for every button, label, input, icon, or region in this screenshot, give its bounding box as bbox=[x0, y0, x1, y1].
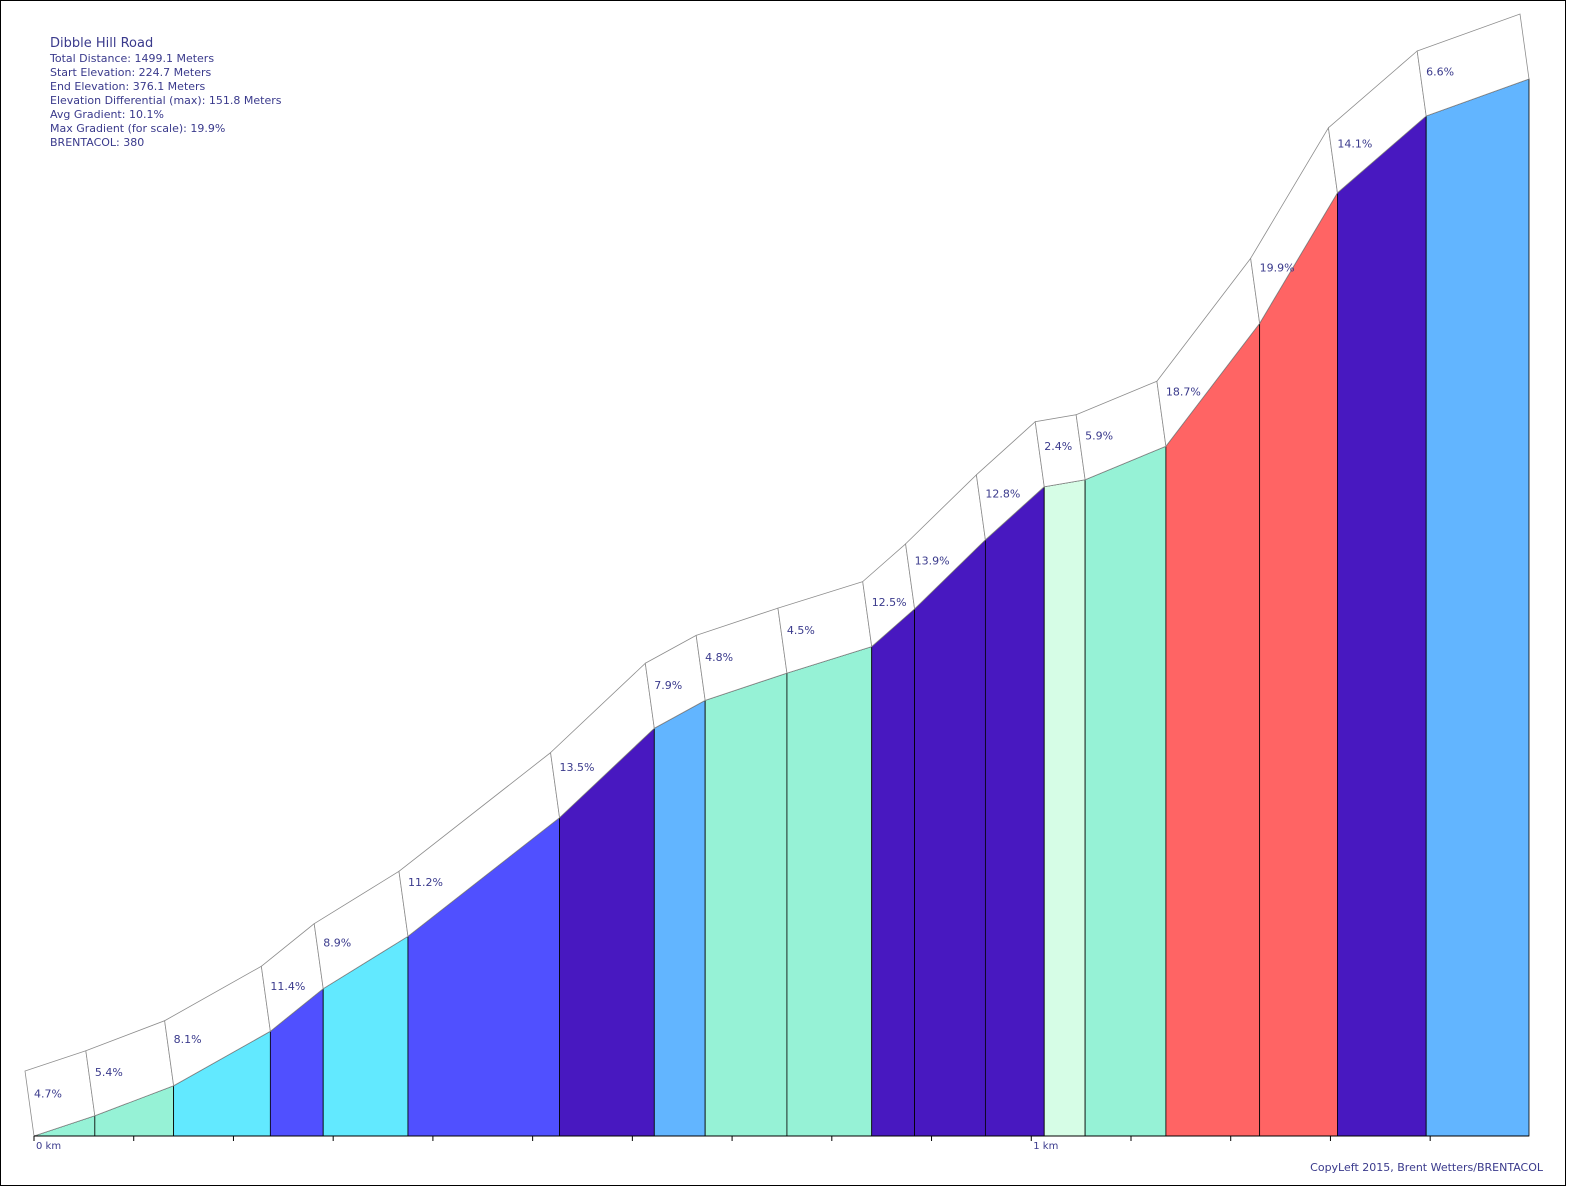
copyleft-credit: CopyLeft 2015, Brent Wetters/BRENTACOL bbox=[1310, 1161, 1543, 1174]
total-distance: Total Distance: 1499.1 Meters bbox=[50, 52, 215, 65]
gradient-label: 11.2% bbox=[408, 876, 443, 889]
gradient-band bbox=[914, 538, 986, 1137]
elevation-differential: Elevation Differential (max): 151.8 Mete… bbox=[50, 94, 282, 107]
gradient-band bbox=[1337, 115, 1427, 1137]
max-gradient: Max Gradient (for scale): 19.9% bbox=[50, 122, 226, 135]
gradient-label: 2.4% bbox=[1044, 440, 1072, 453]
start-elevation: Start Elevation: 224.7 Meters bbox=[50, 66, 212, 79]
gradient-band bbox=[1425, 78, 1530, 1137]
route-info: Dibble Hill Road Total Distance: 1499.1 … bbox=[50, 36, 281, 150]
gradient-band bbox=[786, 646, 873, 1137]
gradient-label: 8.9% bbox=[323, 936, 351, 949]
gradient-label: 19.9% bbox=[1260, 262, 1295, 275]
gradient-label: 12.5% bbox=[872, 596, 907, 609]
avg-gradient: Avg Gradient: 10.1% bbox=[50, 108, 164, 121]
gradient-label: 8.1% bbox=[174, 1033, 202, 1046]
route-title: Dibble Hill Road bbox=[50, 36, 154, 51]
gradient-label: 12.8% bbox=[985, 487, 1020, 500]
gradient-label: 13.5% bbox=[560, 761, 595, 774]
gradient-label: 4.7% bbox=[34, 1088, 62, 1101]
distance-axis: 0 km 1 km bbox=[33, 1135, 1529, 1152]
gradient-label: 4.5% bbox=[787, 624, 815, 637]
gradient-label: 11.4% bbox=[270, 980, 305, 993]
gradient-label: 7.9% bbox=[654, 679, 682, 692]
gradient-label: 6.6% bbox=[1426, 66, 1454, 79]
gradient-band bbox=[1259, 191, 1338, 1137]
gradient-label: 14.1% bbox=[1337, 138, 1372, 151]
gradient-band bbox=[871, 608, 915, 1137]
gradient-band bbox=[1084, 445, 1167, 1137]
brentacol-score: BRENTACOL: 380 bbox=[50, 136, 145, 149]
gradient-label: 18.7% bbox=[1166, 385, 1201, 398]
gradient-band bbox=[653, 699, 706, 1137]
gradient-label: 5.9% bbox=[1085, 430, 1113, 443]
end-elevation: End Elevation: 376.1 Meters bbox=[50, 80, 206, 93]
axis-tick-label: 0 km bbox=[36, 1141, 61, 1152]
axis-tick-label: 1 km bbox=[1033, 1141, 1058, 1152]
gradient-label-box bbox=[1416, 13, 1530, 117]
gradient-bands bbox=[33, 78, 1530, 1137]
gradient-label: 13.9% bbox=[915, 555, 950, 568]
gradient-label: 4.8% bbox=[705, 651, 733, 664]
gradient-band bbox=[984, 485, 1045, 1137]
gradient-band bbox=[1043, 479, 1086, 1137]
gradient-label: 5.4% bbox=[95, 1066, 123, 1079]
gradient-band bbox=[1165, 322, 1261, 1137]
gradient-label-boxes: 4.7% 5.4% 8.1% 11.4% 8.9% 11.2% 13.5% 7.9% 4.8% 4… bbox=[24, 13, 1530, 1137]
gradient-band bbox=[704, 672, 788, 1137]
